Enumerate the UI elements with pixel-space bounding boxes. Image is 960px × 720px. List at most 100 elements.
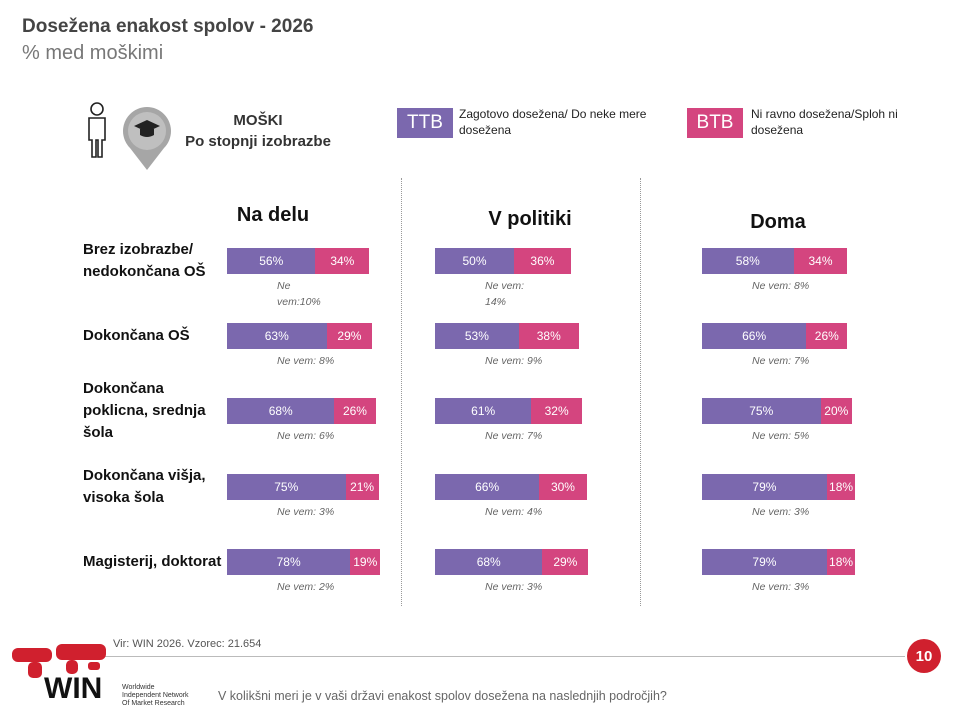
bar: 38% (518, 323, 579, 349)
value-label: 61% (471, 404, 496, 418)
value-label: 29% (553, 555, 578, 569)
logo-tagline-line: Independent Network (122, 692, 189, 699)
bar: 29% (542, 549, 589, 575)
value-label: 29% (337, 329, 362, 343)
value-label: 26% (342, 404, 367, 418)
value-label: 50% (462, 254, 487, 268)
source: Vir: WIN 2026. Vzorec: 21.654 (113, 638, 262, 650)
bar: 63% (227, 323, 327, 349)
value-label: 63% (264, 329, 289, 343)
bar: 66% (435, 474, 540, 500)
bar: 50% (435, 248, 514, 274)
value-label: 18% (829, 555, 854, 569)
legend-swatch: BTB (687, 108, 743, 138)
value-label: 32% (544, 404, 569, 418)
logo-map (12, 644, 106, 678)
question: V kolikšni meri je v vaši državi enakost… (218, 689, 667, 703)
row-label: Dokončana višja, visoka šola (83, 467, 206, 506)
bar: 79% (702, 549, 827, 575)
value-label: 75% (274, 480, 299, 494)
value-label: 38% (536, 329, 561, 343)
dont-know-note: Ne vem: 8% (752, 280, 810, 292)
value-label: 78% (276, 555, 301, 569)
panel-title: Doma (750, 211, 806, 233)
bar: 79% (702, 474, 827, 500)
bar: 68% (435, 549, 543, 575)
value-label: 79% (752, 480, 777, 494)
logo-tagline: Worldwide Independent Network Of Market … (122, 684, 189, 708)
panel-title: V politiki (488, 208, 572, 230)
legend-heading: MOŠKI Po stopnji izobrazbe (168, 110, 348, 152)
row-label: Dokončana OŠ (83, 327, 190, 344)
row-label: Magisterij, doktorat (83, 553, 222, 570)
dont-know-note: Ne vem: 4% (485, 506, 543, 518)
value-label: 34% (330, 254, 355, 268)
value-label: 56% (259, 254, 284, 268)
page-number: 10 (907, 639, 941, 673)
value-label: 79% (752, 555, 777, 569)
logo-tagline-line: Worldwide (122, 684, 155, 691)
separator (401, 178, 402, 606)
value-label: 26% (814, 329, 839, 343)
value-label: 21% (350, 480, 375, 494)
row-label: Brez izobrazbe/ nedokončana OŠ (83, 241, 206, 280)
dont-know-note: Ne vem: 3% (277, 506, 335, 518)
legend-swatch: TTB (397, 108, 453, 138)
bar: 18% (826, 549, 856, 575)
value-label: 68% (268, 404, 293, 418)
bar: 75% (702, 398, 821, 424)
logo-tagline-line: Of Market Research (122, 700, 185, 707)
value-label: 66% (475, 480, 500, 494)
bar: 78% (227, 549, 351, 575)
bar: 19% (350, 549, 381, 575)
bar: 21% (345, 474, 379, 500)
bar: 26% (806, 323, 848, 349)
legend-text: Ni ravno dosežena/Sploh ni dosežena (751, 107, 898, 137)
bar: 29% (326, 323, 373, 349)
dont-know-note: Ne vem: 3% (752, 506, 810, 518)
value-label: 75% (749, 404, 774, 418)
bar: 58% (702, 248, 794, 274)
value-label: 19% (353, 555, 378, 569)
value-label: 66% (742, 329, 767, 343)
bar: 32% (531, 398, 582, 424)
value-label: 68% (476, 555, 501, 569)
value-label: 34% (808, 254, 833, 268)
logo-name: WIN (44, 672, 103, 705)
dont-know-note: Ne vem: 2% (277, 581, 335, 593)
bar: 75% (227, 474, 346, 500)
value-label: 18% (829, 480, 854, 494)
dont-know-note: Ne vem: 3% (485, 581, 543, 593)
bar: 20% (820, 398, 853, 424)
bar: 26% (334, 398, 376, 424)
icons (88, 102, 171, 170)
legend-heading-line: MOŠKI (233, 112, 283, 129)
dont-know-note: Ne vem:10% (277, 280, 321, 308)
value-label: 36% (530, 254, 555, 268)
dont-know-note: Ne vem: 8% (277, 355, 335, 367)
value-label: 58% (735, 254, 760, 268)
dont-know-note: Ne vem: 7% (752, 355, 810, 367)
dont-know-note: Ne vem: 3% (752, 581, 810, 593)
subtitle: % med moškimi (22, 42, 164, 64)
legend-text: Zagotovo dosežena/ Do neke mere dosežena (459, 107, 647, 137)
bar: 68% (227, 398, 335, 424)
dont-know-note: Ne vem: 5% (752, 430, 810, 442)
dont-know-note: Ne vem: 7% (485, 430, 543, 442)
bar: 18% (826, 474, 856, 500)
value-label: 20% (824, 404, 849, 418)
bar: 53% (435, 323, 519, 349)
bar: 30% (539, 474, 587, 500)
dont-know-note: Ne vem: 14% (485, 280, 525, 308)
bar: 34% (315, 248, 370, 274)
separator (640, 178, 641, 606)
bar: 66% (702, 323, 807, 349)
bar: 34% (793, 248, 848, 274)
bar: 56% (227, 248, 316, 274)
panel-title: Na delu (236, 204, 310, 226)
value-label: 30% (550, 480, 575, 494)
value-label: 53% (464, 329, 489, 343)
row-label: Dokončana poklicna, srednja šola (83, 380, 206, 441)
dont-know-note: Ne vem: 9% (485, 355, 543, 367)
